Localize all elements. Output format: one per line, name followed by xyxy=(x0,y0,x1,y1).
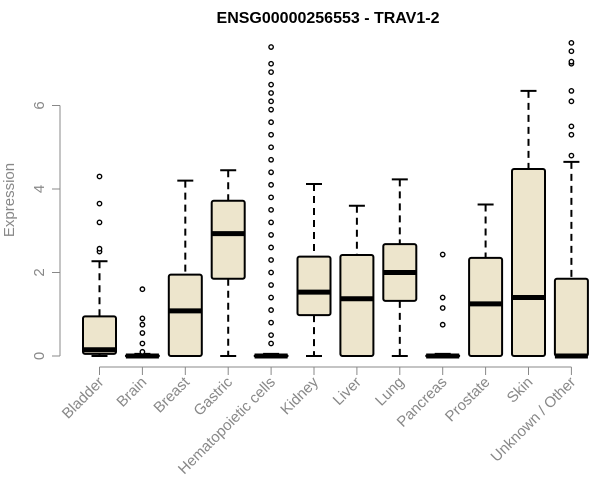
outlier-point xyxy=(568,131,575,138)
outlier-point xyxy=(568,152,575,159)
outlier-point xyxy=(268,60,274,67)
outlier-point xyxy=(268,194,274,201)
y-axis-label: Expression xyxy=(1,163,18,237)
outlier-point xyxy=(139,340,146,347)
x-tick-label: Skin xyxy=(504,374,537,407)
outlier-point xyxy=(268,219,274,226)
outlier-point xyxy=(96,200,103,207)
box-pancreas xyxy=(425,251,461,359)
outlier-point xyxy=(568,123,575,130)
outlier-point xyxy=(268,340,274,347)
outlier-point xyxy=(268,232,274,238)
box-gastric xyxy=(210,169,246,357)
boxes-group xyxy=(82,39,589,359)
outlier-point xyxy=(268,131,274,138)
outlier-point xyxy=(268,206,274,213)
x-tick-label: Bladder xyxy=(59,374,108,423)
y-tick-label: 0 xyxy=(31,352,48,360)
outlier-point xyxy=(268,244,274,251)
outlier-point xyxy=(139,315,146,322)
box-rect xyxy=(167,273,203,357)
x-tick-label: Breast xyxy=(150,373,193,416)
y-tick-label: 4 xyxy=(31,185,48,193)
outlier-point xyxy=(268,44,274,50)
outlier-point xyxy=(568,39,575,46)
outlier-point xyxy=(96,219,103,226)
box-rect xyxy=(82,315,117,355)
x-tick-label: Lung xyxy=(372,374,408,410)
outlier-point xyxy=(268,106,274,113)
y-tick-label: 6 xyxy=(31,101,48,109)
outlier-point xyxy=(139,321,146,328)
box-brain xyxy=(124,286,160,359)
outlier-point xyxy=(268,69,274,76)
box-lung xyxy=(382,178,418,357)
box-unknown-other xyxy=(553,39,589,359)
box-rect xyxy=(296,255,332,317)
outlier-point xyxy=(268,269,274,276)
box-kidney xyxy=(296,182,332,357)
x-tick-label: Kidney xyxy=(277,373,322,418)
outlier-point xyxy=(268,181,274,188)
outlier-point xyxy=(268,98,274,105)
outlier-point xyxy=(268,307,274,313)
outlier-point xyxy=(268,319,274,326)
outlier-point xyxy=(268,144,274,151)
outlier-point xyxy=(96,173,103,180)
y-axis: 0 2 4 6 xyxy=(31,101,61,360)
box-rect xyxy=(210,199,246,280)
outlier-point xyxy=(268,257,274,263)
box-prostate xyxy=(468,203,504,358)
box-breast xyxy=(167,179,203,357)
outlier-point xyxy=(268,282,274,288)
x-tick-label: Brain xyxy=(113,374,150,411)
box-rect xyxy=(468,256,504,358)
box-rect xyxy=(339,253,375,357)
outlier-point xyxy=(439,321,446,328)
outlier-point xyxy=(139,330,146,336)
box-liver xyxy=(339,204,375,357)
outlier-point xyxy=(96,245,103,252)
box-rect xyxy=(553,277,589,358)
outlier-point xyxy=(268,156,274,163)
outlier-point xyxy=(568,87,575,94)
outlier-point xyxy=(268,81,274,88)
chart-title: ENSG00000256553 - TRAV1-2 xyxy=(217,10,440,27)
box-skin xyxy=(511,89,546,357)
outlier-point xyxy=(139,286,146,293)
x-tick-label: Prostate xyxy=(442,374,494,426)
box-hematopoietic-cells xyxy=(253,44,289,359)
outlier-point xyxy=(439,305,446,311)
box-bladder xyxy=(82,173,117,357)
outlier-point xyxy=(139,348,146,355)
outlier-point xyxy=(568,58,575,65)
outlier-point xyxy=(439,251,446,258)
outlier-point xyxy=(268,294,274,301)
outlier-point xyxy=(268,90,274,96)
box-rect xyxy=(511,167,546,357)
y-tick-label: 2 xyxy=(31,268,48,276)
x-tick-label: Liver xyxy=(330,374,365,409)
outlier-point xyxy=(568,48,575,55)
outlier-point xyxy=(268,119,274,126)
outlier-point xyxy=(268,169,274,176)
outlier-point xyxy=(268,332,274,339)
outlier-point xyxy=(568,98,575,105)
outlier-point xyxy=(439,294,446,301)
